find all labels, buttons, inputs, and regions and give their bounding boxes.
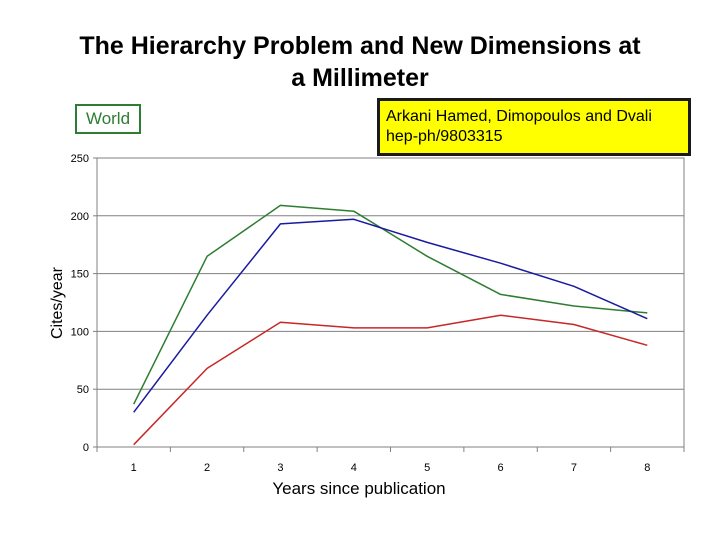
citation-authors: Arkani Hamed, Dimopoulos and Dvali xyxy=(386,108,652,125)
y-tick-label: 100 xyxy=(71,326,89,338)
world-label: World xyxy=(85,109,131,128)
x-tick-label: 2 xyxy=(204,462,210,474)
plot-area xyxy=(96,157,685,448)
title-line-1: The Hierarchy Problem and New Dimensions… xyxy=(79,32,641,60)
series-lines xyxy=(133,204,648,446)
y-tick-label: 250 xyxy=(71,153,89,165)
gridlines xyxy=(97,215,684,390)
series-line-3 xyxy=(133,314,648,446)
series-line-2 xyxy=(133,218,648,413)
x-axis-ticks: 1 2 3 4 5 6 7 8 xyxy=(96,447,685,474)
x-tick-label: 4 xyxy=(351,462,357,474)
y-tick-label: 150 xyxy=(71,269,89,281)
x-tick-label: 5 xyxy=(424,462,430,474)
series-line-1 xyxy=(133,204,648,405)
y-axis-title: Cites/year xyxy=(49,266,66,339)
world-label-box: World xyxy=(75,104,141,134)
x-tick-label: 1 xyxy=(131,462,137,474)
x-tick-label: 8 xyxy=(644,462,650,474)
x-tick-label: 6 xyxy=(498,462,504,474)
x-tick-label: 7 xyxy=(571,462,577,474)
y-axis-ticks: 0 50 100 150 200 250 xyxy=(71,153,97,454)
y-tick-label: 0 xyxy=(83,442,89,454)
slide-title: The Hierarchy Problem and New Dimensions… xyxy=(20,30,700,94)
x-axis-title: Years since publication xyxy=(272,479,445,498)
citation-box: Arkani Hamed, Dimopoulos and Dvali hep-p… xyxy=(377,98,691,156)
y-tick-label: 50 xyxy=(77,384,89,396)
citation-arxiv-id: hep-ph/9803315 xyxy=(386,128,503,145)
y-tick-label: 200 xyxy=(71,211,89,223)
title-line-2: a Millimeter xyxy=(291,64,429,92)
x-tick-label: 3 xyxy=(277,462,283,474)
